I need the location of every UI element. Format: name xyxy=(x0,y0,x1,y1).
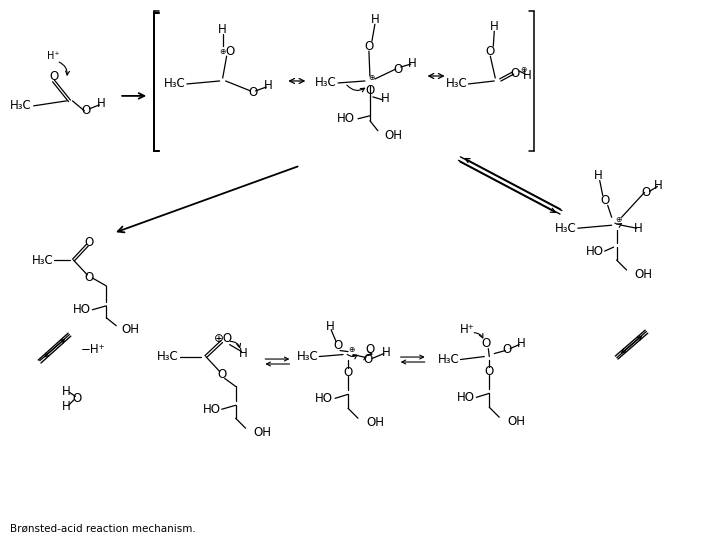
Text: O: O xyxy=(85,236,94,249)
Text: H: H xyxy=(594,169,603,182)
Text: HO: HO xyxy=(315,392,333,405)
Text: H₃C: H₃C xyxy=(10,100,32,112)
Text: H₃C: H₃C xyxy=(32,253,54,266)
Text: OH: OH xyxy=(253,426,272,438)
Text: OH: OH xyxy=(121,323,139,336)
Text: H: H xyxy=(382,346,390,359)
Text: H: H xyxy=(370,13,379,26)
Text: HO: HO xyxy=(202,403,221,416)
Text: O: O xyxy=(486,45,495,58)
Text: HO: HO xyxy=(74,303,91,316)
Text: O: O xyxy=(225,45,234,58)
Text: H: H xyxy=(523,68,532,81)
Text: ⊕: ⊕ xyxy=(348,345,354,354)
Text: ⊕: ⊕ xyxy=(520,65,526,74)
Text: Brønsted-acid reaction mechanism.: Brønsted-acid reaction mechanism. xyxy=(10,523,195,534)
Text: O: O xyxy=(510,67,520,80)
Text: H₃C: H₃C xyxy=(315,76,337,89)
Text: O: O xyxy=(248,87,257,100)
Text: H: H xyxy=(97,97,105,110)
Text: H: H xyxy=(380,93,389,105)
Text: HO: HO xyxy=(457,391,474,404)
Text: O: O xyxy=(343,366,353,379)
Text: O: O xyxy=(81,104,91,117)
Text: ⊕O: ⊕O xyxy=(214,332,233,345)
Text: H: H xyxy=(517,337,525,350)
Text: H: H xyxy=(409,56,417,69)
Text: O: O xyxy=(481,337,491,350)
Text: H⁺: H⁺ xyxy=(47,51,60,61)
Text: H: H xyxy=(634,222,643,235)
Text: H⁺: H⁺ xyxy=(460,323,475,336)
Text: H₃C: H₃C xyxy=(297,350,318,363)
Text: H: H xyxy=(62,400,71,413)
Text: OH: OH xyxy=(507,415,525,428)
Text: O: O xyxy=(365,40,374,53)
Text: O: O xyxy=(73,392,82,405)
Text: H: H xyxy=(239,347,248,360)
Text: H: H xyxy=(264,80,273,93)
Text: O: O xyxy=(217,368,227,381)
Text: H₃C: H₃C xyxy=(438,353,459,366)
Text: H: H xyxy=(490,20,498,33)
Text: O: O xyxy=(85,272,94,285)
Text: H₃C: H₃C xyxy=(445,77,467,90)
Text: H: H xyxy=(326,320,334,333)
Text: H: H xyxy=(218,23,227,36)
Text: OH: OH xyxy=(366,416,384,429)
Text: O: O xyxy=(393,62,402,75)
Text: O: O xyxy=(600,194,610,207)
Text: ⊕: ⊕ xyxy=(219,47,226,55)
Text: O: O xyxy=(363,353,372,366)
Text: H: H xyxy=(654,179,663,192)
Text: ⊕: ⊕ xyxy=(615,215,622,224)
Text: O: O xyxy=(333,339,343,352)
Text: HO: HO xyxy=(337,112,355,125)
Text: H₃C: H₃C xyxy=(157,350,179,363)
Text: O: O xyxy=(365,84,375,97)
Text: O: O xyxy=(365,343,375,356)
Text: OH: OH xyxy=(634,268,653,281)
Text: HO: HO xyxy=(586,245,604,258)
Text: ⊕: ⊕ xyxy=(369,74,375,82)
Text: H₃C: H₃C xyxy=(555,222,577,235)
Text: −H⁺: −H⁺ xyxy=(81,343,105,356)
Text: O: O xyxy=(642,186,651,199)
Text: OH: OH xyxy=(385,129,403,142)
Text: O: O xyxy=(49,69,58,82)
Text: H: H xyxy=(62,385,71,398)
Text: O: O xyxy=(485,365,494,378)
Text: H₃C: H₃C xyxy=(164,77,186,90)
Text: O: O xyxy=(503,343,512,356)
